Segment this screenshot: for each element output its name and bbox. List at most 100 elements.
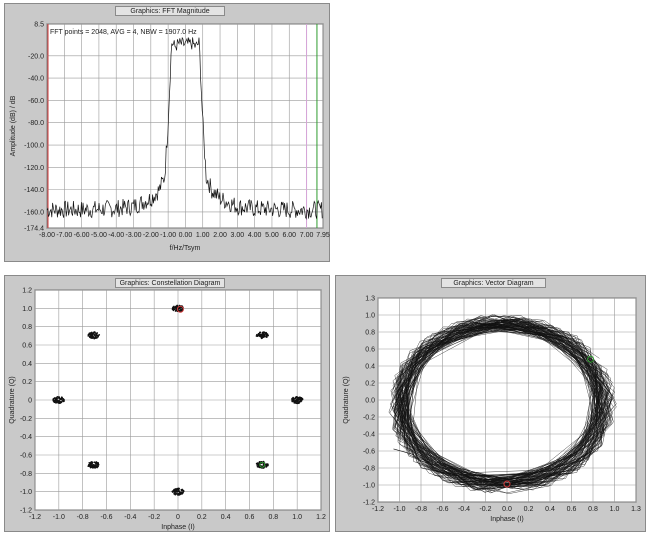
vector-y-axis-label: Quadrature (Q): [343, 376, 350, 423]
constellation-sample-dot: [181, 492, 184, 494]
constellation-sample-dot: [175, 489, 178, 492]
vector-x-tick-label: 0.0: [502, 506, 512, 513]
fft-x-tick-label: 6.00: [282, 232, 296, 239]
vector-y-tick-label: -0.6: [363, 449, 375, 456]
constellation-sample-dot: [173, 306, 175, 309]
fft-x-tick-label: 2.00: [213, 232, 227, 239]
constellation-sample-dot: [88, 462, 91, 464]
vector-titlebar: Graphics: Vector Diagram: [336, 276, 645, 289]
vector-x-tick-label: -0.2: [479, 506, 491, 513]
vector-x-tick-label: -0.6: [436, 506, 448, 513]
constellation-y-tick-label: 0.8: [22, 324, 32, 331]
constellation-x-tick-label: -0.4: [124, 514, 136, 521]
vector-y-tick-label: -1.0: [363, 483, 375, 490]
vector-x-tick-label: 0.4: [545, 506, 555, 513]
vector-x-tick-label: 0.2: [524, 506, 534, 513]
constellation-y-tick-label: -0.2: [20, 416, 32, 423]
constellation-sample-dot: [266, 334, 268, 337]
vector-window-title: Graphics: Vector Diagram: [441, 278, 546, 288]
constellation-sample-dot: [94, 465, 97, 468]
constellation-sample-dot: [260, 337, 263, 339]
vector-y-tick-label: 0.4: [365, 364, 375, 371]
fft-x-tick-label: -7.00: [56, 232, 72, 239]
constellation-sample-dot: [90, 331, 93, 334]
vector-x-tick-label: 0.6: [567, 506, 577, 513]
constellation-sample-dot: [93, 331, 96, 334]
constellation-x-tick-label: -0.2: [148, 514, 160, 521]
fft-plot-area: [46, 23, 324, 229]
vector-excursion: [393, 448, 415, 455]
constellation-x-tick-label: -0.6: [100, 514, 112, 521]
constellation-sample-dot: [90, 466, 93, 468]
constellation-y-tick-label: -1.2: [20, 508, 32, 515]
fft-y-tick-label: -20.0: [28, 53, 44, 60]
constellation-sample-dot: [94, 461, 97, 464]
constellation-sample-dot: [96, 462, 99, 465]
constellation-sample-dot: [259, 334, 262, 336]
constellation-sample-dot: [299, 400, 301, 403]
constellation-sample-dot: [258, 465, 260, 468]
constellation-point: [171, 487, 185, 496]
fft-x-tick-label: -6.00: [74, 232, 90, 239]
constellation-x-tick-label: 0.8: [268, 514, 278, 521]
constellation-sample-dot: [97, 463, 99, 466]
constellation-sample-dot: [258, 331, 261, 334]
vector-x-tick-label: 1.0: [610, 506, 620, 513]
constellation-sample-dot: [60, 401, 63, 404]
constellation-green-marker: [259, 461, 266, 468]
vector-y-tick-label: 1.0: [365, 313, 375, 320]
fft-x-tick-label: -5.00: [91, 232, 107, 239]
vector-x-tick-label: 1.3: [631, 506, 641, 513]
vector-trajectory: [388, 314, 617, 494]
vector-x-axis-label: Inphase (I): [490, 516, 523, 523]
constellation-sample-dot: [263, 335, 266, 337]
constellation-sample-dot: [176, 487, 179, 490]
constellation-sample-dot: [176, 494, 179, 496]
constellation-sample-dot: [55, 398, 57, 400]
constellation-sample-dot: [265, 336, 268, 338]
constellation-y-axis-label: Quadrature (Q): [9, 376, 16, 423]
constellation-sample-dot: [172, 489, 175, 492]
constellation-sample-dot: [177, 489, 180, 492]
fft-spectrum-trace: [46, 36, 323, 220]
constellation-sample-dot: [93, 466, 95, 469]
vector-y-tick-label: -0.8: [363, 466, 375, 473]
fft-y-tick-label: -174.4: [24, 226, 44, 233]
vector-green-marker: [587, 355, 595, 363]
fft-x-tick-label: -2.00: [143, 232, 159, 239]
fft-annotation: FFT points = 2048, AVG = 4, NBW = 1907.0…: [50, 29, 197, 36]
constellation-sample-dot: [62, 399, 65, 402]
constellation-sample-dot: [182, 490, 185, 493]
constellation-x-tick-label: 0.2: [197, 514, 207, 521]
constellation-tail: [171, 491, 177, 493]
constellation-y-tick-label: -0.4: [20, 434, 32, 441]
constellation-sample-dot: [95, 334, 98, 337]
fft-titlebar: Graphics: FFT Magnitude: [5, 4, 329, 17]
constellation-sample-dot: [89, 463, 92, 466]
constellation-y-tick-label: 0.6: [22, 343, 32, 350]
fft-y-tick-label: -140.0: [24, 187, 44, 194]
constellation-sample-dot: [259, 335, 261, 338]
fft-y-tick-label: -100.0: [24, 143, 44, 150]
vector-window: Graphics: Vector Diagram -1.2 -1.0 -0.8 -0.…: [335, 275, 646, 532]
constellation-sample-dot: [59, 402, 61, 404]
constellation-x-tick-label: 0: [176, 514, 180, 521]
constellation-sample-dot: [178, 487, 181, 490]
vector-y-tick-label: -1.2: [363, 500, 375, 507]
constellation-y-tick-label: 0.2: [22, 379, 32, 386]
constellation-sample-dot: [265, 331, 267, 334]
constellation-y-tick-label: 0.4: [22, 361, 32, 368]
vector-y-tick-label: 0.6: [365, 347, 375, 354]
constellation-x-tick-label: -1.0: [53, 514, 65, 521]
constellation-sample-dot: [174, 493, 177, 496]
constellation-sample-dot: [95, 336, 98, 339]
constellation-sample-dot: [297, 401, 300, 404]
constellation-sample-dot: [265, 463, 268, 465]
fft-x-axis-label: f/Hz/Tsym: [170, 245, 201, 252]
constellation-titlebar: Graphics: Constellation Diagram: [5, 276, 329, 289]
constellation-y-tick-label: -1.0: [20, 489, 32, 496]
constellation-x-tick-label: -0.8: [77, 514, 89, 521]
constellation-sample-dot: [261, 332, 264, 335]
fft-x-tick-label: 1.00: [196, 232, 210, 239]
constellation-sample-dot: [176, 305, 179, 307]
